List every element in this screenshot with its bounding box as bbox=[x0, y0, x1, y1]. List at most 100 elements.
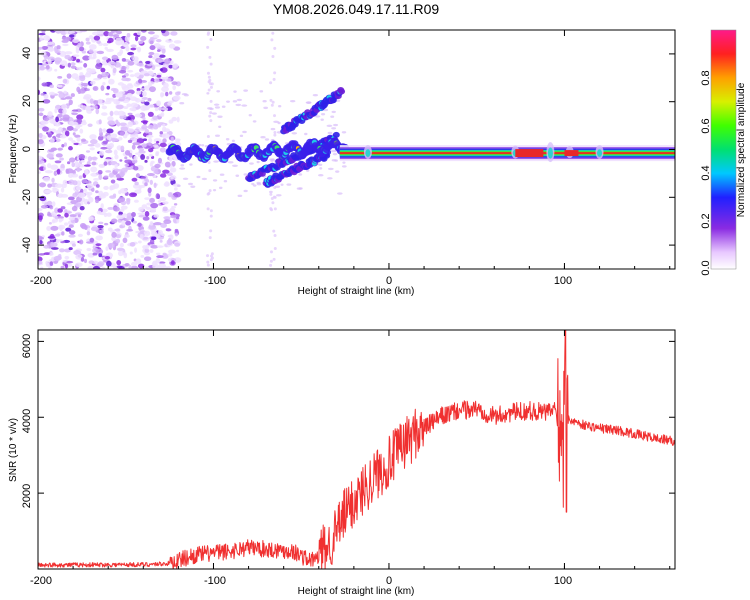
noise-speckle bbox=[319, 167, 323, 170]
noise-speckle bbox=[105, 92, 110, 96]
noise-speckle bbox=[162, 138, 167, 144]
noise-speckle bbox=[89, 98, 94, 105]
noise-speckle bbox=[59, 157, 64, 161]
noise-speckle bbox=[312, 93, 318, 97]
noise-speckle bbox=[206, 92, 210, 95]
noise-speckle bbox=[129, 251, 133, 255]
noise-speckle bbox=[106, 135, 112, 141]
noise-speckle bbox=[82, 55, 91, 61]
noise-speckle bbox=[47, 59, 52, 65]
noise-speckle bbox=[64, 51, 73, 55]
noise-speckle bbox=[144, 182, 148, 187]
noise-speckle bbox=[78, 142, 83, 146]
noise-speckle bbox=[113, 206, 120, 212]
noise-speckle bbox=[120, 205, 128, 210]
noise-speckle bbox=[158, 106, 162, 111]
noise-speckle bbox=[46, 163, 52, 169]
noise-speckle bbox=[96, 248, 104, 255]
noise-speckle bbox=[123, 234, 130, 238]
noise-speckle bbox=[252, 120, 257, 123]
noise-speckle bbox=[43, 244, 50, 249]
noise-speckle bbox=[167, 102, 173, 106]
noise-speckle bbox=[276, 194, 282, 197]
noise-speckle bbox=[68, 173, 74, 178]
noise-speckle bbox=[154, 107, 159, 112]
noise-speckle bbox=[173, 187, 178, 191]
noise-speckle bbox=[122, 237, 128, 244]
noise-speckle bbox=[157, 230, 163, 235]
noise-speckle bbox=[206, 260, 210, 264]
noise-speckle bbox=[48, 221, 52, 225]
noise-speckle bbox=[105, 170, 112, 173]
noise-speckle bbox=[181, 92, 188, 96]
noise-speckle bbox=[262, 100, 267, 103]
noise-speckle bbox=[218, 125, 222, 129]
noise-speckle bbox=[76, 168, 80, 173]
noise-speckle bbox=[94, 143, 101, 148]
noise-speckle bbox=[64, 130, 70, 137]
bottom-xaxis-label: Height of straight line (km) bbox=[298, 586, 415, 597]
noise-speckle bbox=[104, 158, 113, 162]
noise-speckle bbox=[201, 177, 208, 181]
noise-speckle bbox=[158, 261, 166, 264]
snr-series-line bbox=[38, 330, 675, 569]
noise-speckle bbox=[76, 114, 84, 121]
noise-speckle bbox=[111, 54, 119, 61]
noise-speckle bbox=[72, 38, 80, 44]
noise-speckle bbox=[215, 134, 220, 137]
noise-speckle bbox=[213, 103, 220, 106]
noise-speckle bbox=[66, 168, 74, 175]
noise-speckle bbox=[164, 161, 171, 168]
noise-speckle bbox=[86, 247, 92, 252]
noise-speckle bbox=[139, 184, 146, 188]
noise-speckle bbox=[150, 245, 159, 249]
noise-speckle bbox=[145, 134, 154, 138]
noise-speckle bbox=[78, 192, 86, 198]
noise-speckle bbox=[68, 146, 73, 151]
noise-speckle bbox=[147, 172, 155, 177]
noise-speckle bbox=[298, 187, 303, 190]
noise-speckle bbox=[84, 225, 88, 231]
noise-speckle bbox=[76, 137, 81, 142]
noise-speckle bbox=[38, 132, 43, 139]
noise-speckle bbox=[269, 259, 273, 263]
noise-speckle bbox=[156, 252, 161, 256]
noise-speckle bbox=[51, 219, 55, 224]
noise-speckle bbox=[148, 131, 153, 136]
noise-speckle bbox=[106, 128, 114, 134]
noise-speckle bbox=[176, 116, 180, 123]
noise-speckle bbox=[88, 216, 94, 222]
spectrogram-heatmap bbox=[38, 30, 675, 269]
noise-speckle bbox=[106, 48, 114, 53]
noise-speckle bbox=[72, 132, 76, 136]
noise-speckle bbox=[176, 249, 180, 253]
noise-speckle bbox=[171, 116, 178, 122]
noise-speckle bbox=[206, 71, 210, 75]
noise-speckle bbox=[110, 133, 118, 139]
noise-speckle bbox=[318, 163, 323, 166]
noise-speckle bbox=[216, 90, 221, 93]
noise-speckle bbox=[135, 152, 141, 155]
noise-speckle bbox=[38, 256, 43, 262]
noise-speckle bbox=[61, 143, 65, 148]
noise-speckle bbox=[38, 155, 43, 161]
noise-speckle bbox=[95, 235, 103, 241]
noise-speckle bbox=[45, 64, 50, 70]
noise-speckle bbox=[127, 128, 135, 133]
noise-speckle bbox=[334, 159, 338, 162]
noise-speckle bbox=[76, 58, 81, 63]
noise-speckle bbox=[132, 220, 137, 224]
noise-speckle bbox=[273, 71, 277, 75]
noise-speckle bbox=[46, 153, 54, 159]
noise-speckle bbox=[51, 177, 55, 183]
noise-speckle bbox=[118, 136, 123, 141]
noise-speckle bbox=[64, 255, 70, 260]
noise-speckle bbox=[50, 164, 59, 170]
noise-speckle bbox=[41, 30, 46, 34]
noise-speckle bbox=[305, 169, 310, 172]
noise-speckle bbox=[114, 168, 123, 172]
noise-speckle bbox=[269, 190, 273, 194]
noise-speckle bbox=[272, 257, 276, 261]
noise-speckle bbox=[89, 237, 95, 243]
noise-speckle bbox=[110, 179, 116, 184]
